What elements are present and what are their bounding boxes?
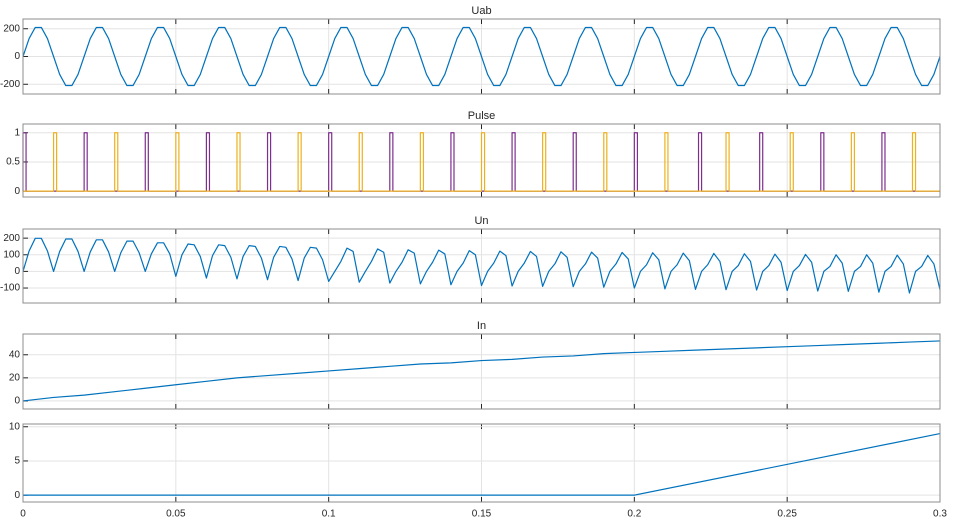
x-tick-label: 0.25 <box>777 509 797 520</box>
y-tick-label: 1 <box>14 127 20 138</box>
x-tick-label: 0.3 <box>933 509 947 520</box>
x-tick-label: 0.15 <box>472 509 492 520</box>
y-tick-label: 0 <box>14 396 20 407</box>
panel-title: In <box>477 320 486 332</box>
x-tick-label: 0.2 <box>627 509 641 520</box>
plot-frame <box>22 18 941 95</box>
y-tick-label: 0 <box>14 490 20 501</box>
signal-line <box>22 132 940 192</box>
y-tick-label: 0 <box>14 266 20 277</box>
y-tick-label: 40 <box>9 349 21 360</box>
y-tick-label: 0 <box>14 51 20 62</box>
y-tick-label: -100 <box>0 283 20 294</box>
x-tick-label: 0 <box>20 509 26 520</box>
y-tick-label: 5 <box>14 456 20 467</box>
y-tick-label: -200 <box>0 79 20 90</box>
plot-frame <box>22 123 941 198</box>
y-tick-label: 0.5 <box>6 157 20 168</box>
y-tick-label: 0 <box>14 186 20 197</box>
signal-line <box>22 237 941 294</box>
signal-line <box>23 432 941 496</box>
signal-line <box>22 26 941 87</box>
panel-title: Pulse <box>468 110 496 122</box>
plot-frame <box>22 333 941 410</box>
panel-title: Uab <box>471 5 491 17</box>
x-tick-label: 0.1 <box>322 509 336 520</box>
panel-title: Un <box>474 215 488 227</box>
plot-frame <box>22 228 941 304</box>
y-tick-label: 100 <box>3 249 20 260</box>
plot-frame <box>22 423 941 503</box>
signal-line <box>22 340 941 402</box>
y-tick-label: 20 <box>9 372 21 383</box>
x-tick-label: 0.05 <box>166 509 186 520</box>
y-tick-label: 10 <box>9 421 21 432</box>
y-tick-label: 200 <box>3 233 20 244</box>
y-tick-label: 200 <box>3 23 20 34</box>
signal-line <box>23 132 940 192</box>
